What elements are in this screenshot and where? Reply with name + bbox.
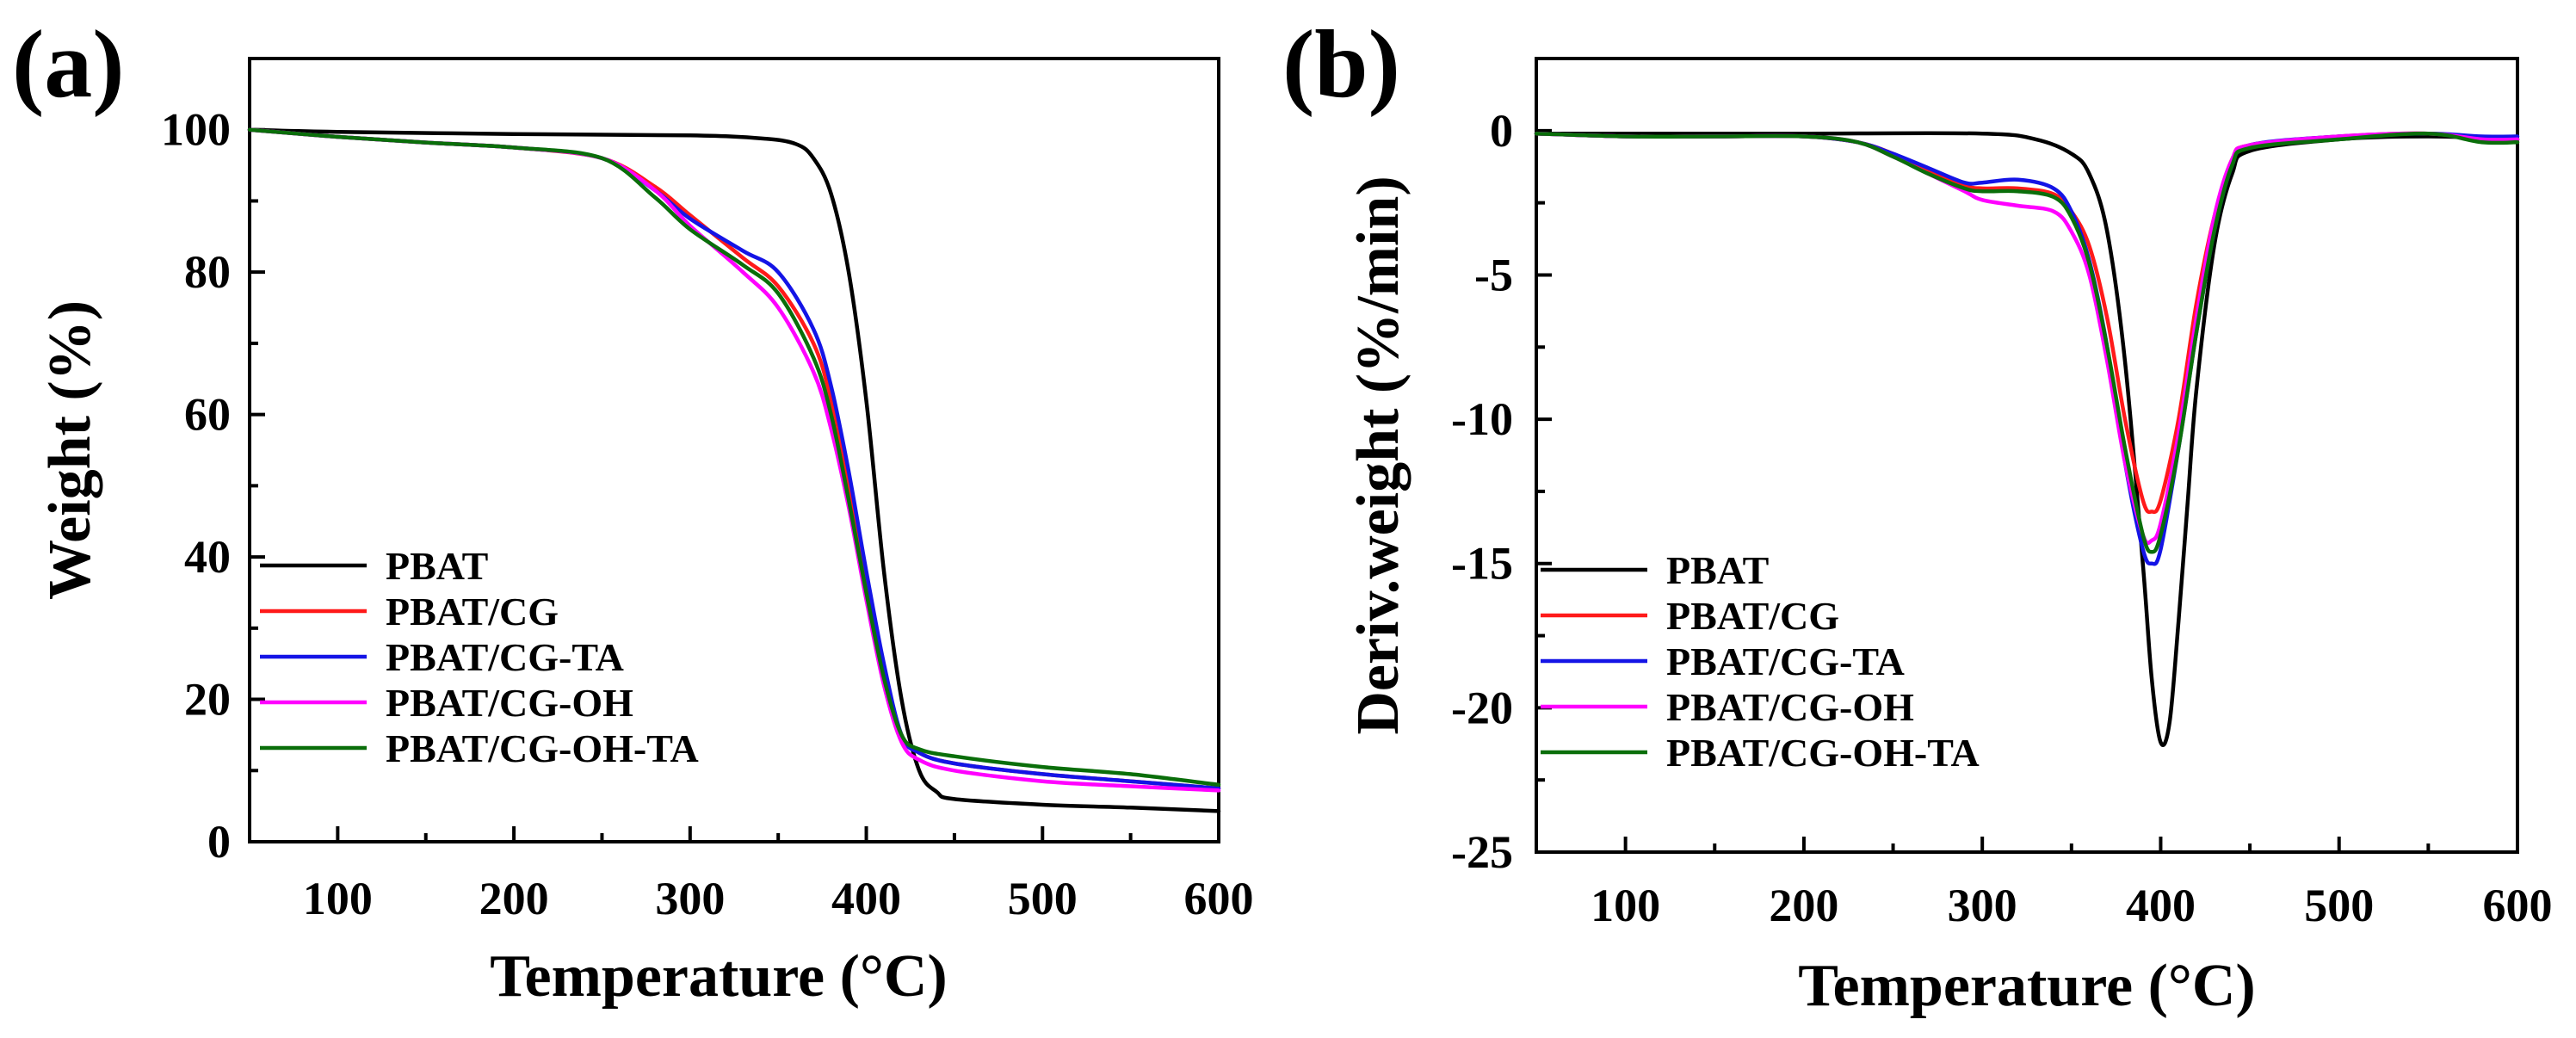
y-tick-label-b: -25 [1451,826,1513,878]
plot-area-a [247,57,1221,843]
x-tick-label-b: 100 [1591,880,1660,931]
x-tick-label-a: 200 [479,873,549,924]
legend-label-pbat-cg-oh-ta-a: PBAT/CG-OH-TA [386,726,699,770]
plot-frame-b [1535,57,2519,854]
y-tick-label-b: 0 [1490,105,1513,157]
legend-label-pbat-cg-a: PBAT/CG [386,590,559,633]
y-tick-labels-b: -25 -20 -15 -10 -5 0 [1451,105,1513,878]
legend-label-pbat-cg-oh-ta-b: PBAT/CG-OH-TA [1666,731,1980,775]
series-line-pbat-cg-oh-ta-b [1534,131,2520,554]
series-line-pbat-cg-oh-ta-a [247,127,1221,788]
x-tick-label-b: 400 [2126,880,2196,931]
x-tick-label-a: 500 [1008,873,1078,924]
x-tick-label-b: 600 [2483,880,2553,931]
series-line-pbat-b [1534,131,2520,748]
y-tick-label-a: 0 [207,816,231,868]
legend-label-pbat-cg-ta-b: PBAT/CG-TA [1666,639,1905,683]
plot-area-b [1534,57,2520,854]
x-tick-label-a: 400 [831,873,901,924]
legend-label-pbat-cg-ta-a: PBAT/CG-TA [386,635,624,679]
y-axis-title-b: Deriv.weight (%/min) [1345,176,1412,734]
series-line-pbat-cg-oh-b [1534,131,2520,546]
x-tick-label-a: 300 [655,873,725,924]
x-tick-label-a: 100 [303,873,373,924]
x-tick-label-a: 600 [1184,873,1254,924]
legend-label-pbat-a: PBAT [386,544,488,588]
plot-frame-a [248,57,1220,843]
x-tick-labels-b: 100 200 300 400 500 600 [1591,880,2552,931]
y-tick-label-a: 20 [184,674,231,726]
panel-label-a: (a) [12,11,125,118]
y-tick-label-b: -10 [1451,393,1513,445]
ticks-b [1535,57,2519,854]
series-line-pbat-a [247,127,1221,813]
x-tick-label-b: 200 [1769,880,1838,931]
panel-label-b: (b) [1282,11,1400,118]
panel-b: (b) -25 -20 -15 -10 -5 0 100 200 300 400 500 600 T… [1282,11,2553,1019]
legend-a: PBATPBAT/CGPBAT/CG-TAPBAT/CG-OHPBAT/CG-O… [260,544,699,770]
y-tick-labels-a: 0 20 40 60 80 100 [161,104,231,868]
x-tick-label-b: 500 [2304,880,2374,931]
y-tick-label-a: 80 [184,246,231,298]
legend-label-pbat-cg-oh-b: PBAT/CG-OH [1666,685,1914,729]
x-tick-labels-a: 100 200 300 400 500 600 [303,873,1254,924]
y-tick-label-a: 100 [161,104,231,156]
y-tick-label-a: 60 [184,389,231,441]
y-axis-title-a: Weight (%) [37,300,103,600]
curves-b [1534,131,2520,748]
x-axis-title-b: Temperature (°C) [1798,953,2256,1019]
y-tick-label-b: -5 [1474,249,1513,300]
x-tick-label-b: 300 [1948,880,2017,931]
x-axis-title-a: Temperature (°C) [490,943,948,1010]
y-tick-label-b: -15 [1451,538,1513,590]
y-tick-label-b: -20 [1451,682,1513,733]
panel-a: (a) 0 20 40 60 80 100 100 200 300 400 500 600 Temp… [12,11,1254,1010]
ticks-a [248,57,1220,843]
series-line-pbat-cg-ta-b [1534,131,2520,566]
curves-a [247,127,1221,813]
legend-label-pbat-cg-b: PBAT/CG [1666,594,1839,638]
legend-label-pbat-cg-oh-a: PBAT/CG-OH [386,681,633,725]
y-tick-label-a: 40 [184,531,231,583]
legend-b: PBATPBAT/CGPBAT/CG-TAPBAT/CG-OHPBAT/CG-O… [1541,548,1980,775]
legend-label-pbat-b: PBAT [1666,548,1769,592]
